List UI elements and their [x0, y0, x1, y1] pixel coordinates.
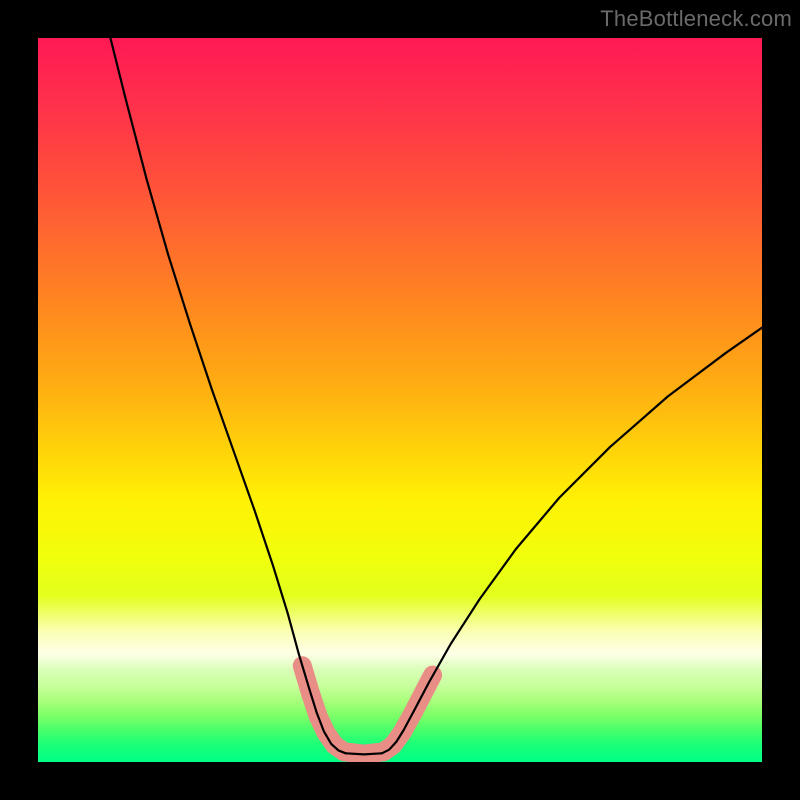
plot-area [38, 38, 762, 762]
v-curve [38, 38, 762, 762]
watermark-text: TheBottleneck.com [600, 6, 792, 32]
stage: TheBottleneck.com [0, 0, 800, 800]
